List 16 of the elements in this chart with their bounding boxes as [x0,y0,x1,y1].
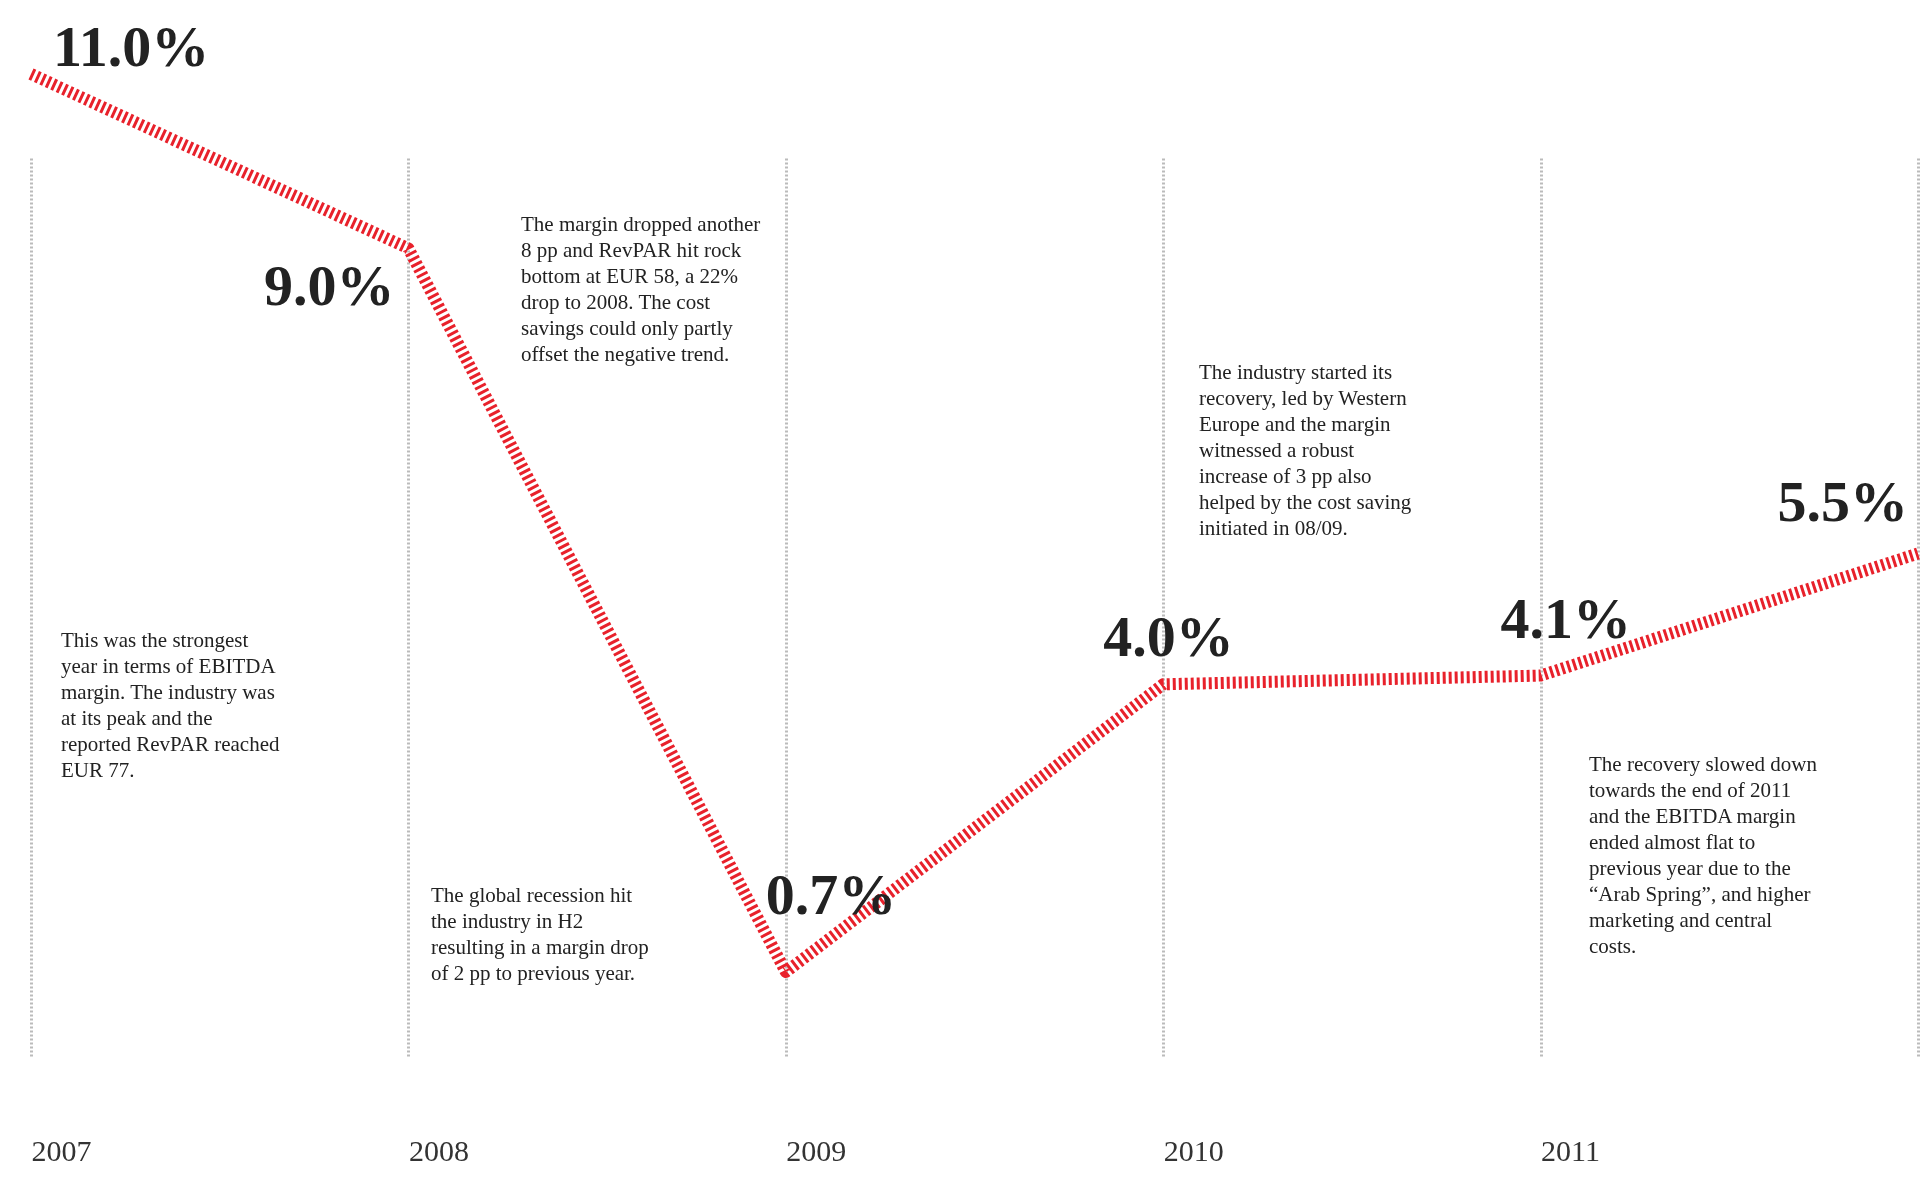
data-label: 9.0% [263,253,395,319]
x-tick-label: 2011 [1541,1133,1600,1167]
data-label: 5.5% [1777,468,1908,534]
data-label: 4.1% [1500,585,1632,651]
annotation: The margin dropped another 8 pp and RevPAR hit rock bottom at EUR 58, a 22% drop to 2008. The cost savings could only partly offset the negative trend. [521,212,761,366]
x-tick-label: 2009 [786,1133,847,1167]
data-label: 4.0% [1103,604,1234,670]
x-tick-label: 2007 [31,1133,92,1167]
x-tick-label: 2008 [408,1133,469,1167]
x-tick-label: 2010 [1163,1133,1224,1167]
data-label: 0.7% [765,862,897,927]
data-label: 11.0% [53,14,210,79]
annotation: The global recession hit the industry in H2 resulting in a margin drop of 2 pp to previous year. [431,883,649,985]
annotation: This was the strongest year in terms of EBITDA margin. The industry was at its peak and the reported RevPAR reached EUR 77. [61,628,280,782]
annotation: The industry started its recovery, led by Western Europe and the margin witnessed a robust increase of 3 pp also helped by the cost saving initiated in 08/09. [1199,360,1412,540]
annotation: The recovery slowed down towards the end of 2011 and the EBITDA margin ended almost flat to previous year due to the “Arab Spring”, and higher marketing and central costs. [1589,752,1818,958]
